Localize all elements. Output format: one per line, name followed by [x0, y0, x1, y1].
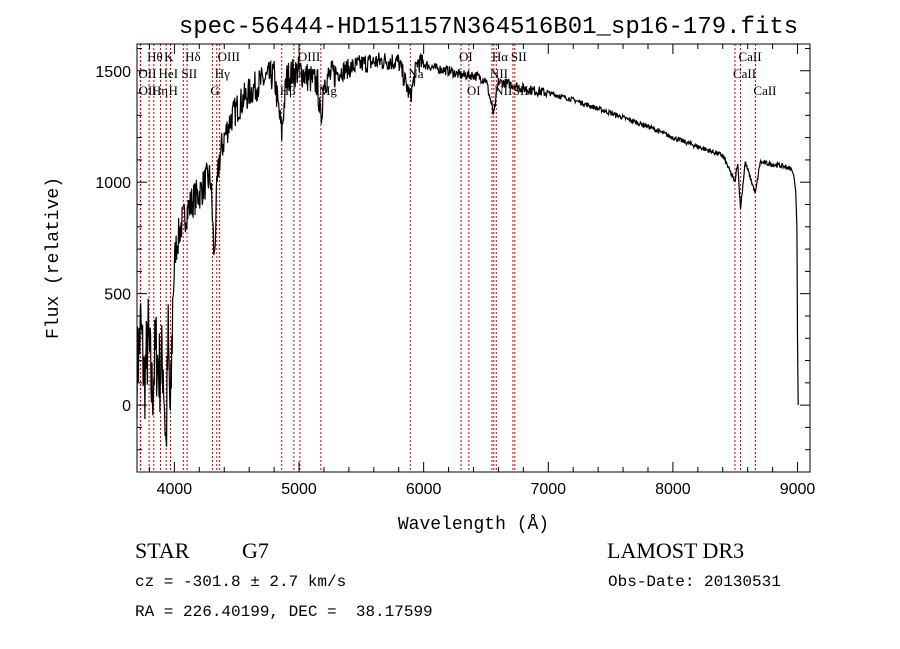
spectral-line-label: CaII — [753, 83, 776, 98]
spectral-line-label: OI — [459, 49, 473, 64]
spectral-line-label: OIII — [218, 49, 240, 64]
object-class: STAR — [135, 538, 190, 563]
spectral-line-label: K — [164, 49, 174, 64]
spectral-line-label: CaII — [733, 66, 756, 81]
chart-title: spec-56444-HD151157N364516B01_sp16-179.f… — [179, 14, 798, 41]
x-axis-label: Wavelength (Å) — [398, 514, 549, 535]
y-tick-label: 500 — [104, 287, 131, 304]
survey-label: LAMOST DR3 — [607, 538, 745, 563]
spectral-line-label: Hβ — [280, 83, 296, 98]
spectral-line-label: Mg — [319, 83, 338, 98]
spectral-line-label: Na — [408, 66, 423, 81]
spectral-line-label: OII — [139, 83, 157, 98]
x-tick-label: 7000 — [530, 481, 566, 498]
spectral-line-label: NII — [490, 66, 508, 81]
spectral-line-label: SII — [181, 66, 197, 81]
x-tick-label: 4000 — [157, 481, 193, 498]
y-tick-label: 1500 — [95, 64, 131, 81]
spectral-line-label: SII — [513, 83, 529, 98]
spectral-line-label: SII — [511, 49, 527, 64]
x-tick-label: 5000 — [281, 481, 317, 498]
spectral-line-label: Hη — [152, 83, 168, 98]
spectral-line-label: G — [210, 83, 219, 98]
spectral-line-label: Hδ — [185, 49, 201, 64]
y-tick-label: 1000 — [95, 175, 131, 192]
spectral-line-label: Hγ — [215, 66, 230, 81]
y-axis-label: Flux (relative) — [44, 177, 64, 339]
spectral-line-label: CaII — [738, 49, 761, 64]
redshift-text: cz = -301.8 ± 2.7 km/s — [135, 573, 347, 591]
x-tick-label: 9000 — [780, 481, 816, 498]
x-tick-label: 8000 — [655, 481, 691, 498]
spectral-line-label: Hα — [492, 49, 508, 64]
coordinates: RA = 226.40199, DEC = 38.17599 — [135, 603, 433, 621]
y-tick-label: 0 — [122, 398, 131, 415]
spectral-line-label: OIII — [298, 49, 320, 64]
obs-date: Obs-Date: 20130531 — [608, 573, 781, 591]
spectrum-line — [136, 52, 799, 447]
spectral-line-label: H — [169, 83, 178, 98]
spectral-line-label: HeI — [159, 66, 179, 81]
x-tick-label: 6000 — [406, 481, 442, 498]
spectral-line-label: OII — [138, 66, 156, 81]
spectral-line-label: OIII — [292, 66, 314, 81]
spectral-line-label: NII — [494, 83, 512, 98]
spectral-line-label: Hθ — [147, 49, 163, 64]
spectral-line-label: OI — [467, 83, 481, 98]
subclass: G7 — [242, 538, 269, 563]
